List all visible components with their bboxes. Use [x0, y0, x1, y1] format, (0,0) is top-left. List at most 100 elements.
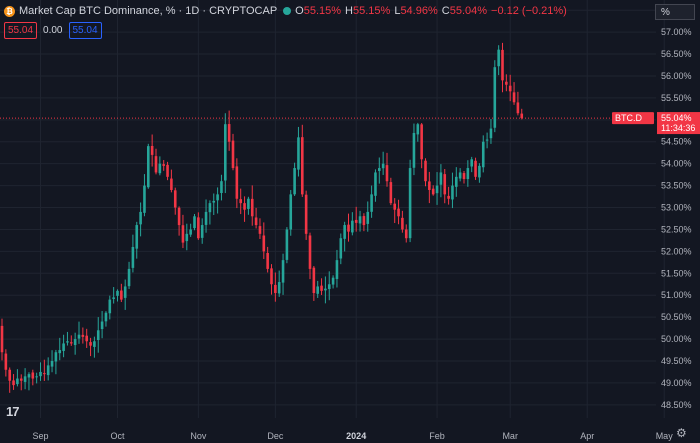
candle-body [501, 49, 504, 81]
candle-body [416, 124, 420, 135]
candle-body [250, 198, 254, 217]
y-tick-label: 55.50% [661, 93, 692, 103]
candle-body [397, 208, 400, 217]
candle-body [39, 371, 42, 377]
y-axis[interactable]: 48.50% 49.00% 49.50% 50.00% 50.50% 51.00% 51.5… [661, 5, 692, 410]
candle-body [258, 226, 262, 234]
price-tag-countdown: 11:34:36 [661, 123, 695, 133]
candle-body [316, 286, 319, 294]
candle-body [127, 268, 131, 287]
candle-body [12, 380, 15, 386]
candle-body [58, 350, 62, 354]
candle-body [331, 277, 335, 285]
candle-body [297, 137, 300, 170]
candle-body [166, 164, 169, 177]
candle-body [308, 235, 312, 269]
y-tick-label: 48.50% [661, 400, 692, 410]
candle-body [520, 113, 524, 119]
candle-body [239, 199, 242, 204]
candle-body [247, 198, 250, 209]
candle-body [435, 185, 439, 194]
candle-body [451, 185, 454, 200]
candle-body [35, 376, 38, 378]
y-tick-label: 54.50% [661, 137, 692, 147]
price-tag-value-bg [657, 112, 700, 135]
symbol-title[interactable]: Market Cap BTC Dominance, % · 1D · CRYPT… [19, 5, 278, 17]
x-axis[interactable]: Sep Oct Nov Dec 2024 Feb Mar Apr May [32, 431, 673, 441]
candle-body [474, 160, 477, 177]
candle-body [62, 343, 65, 351]
candles [0, 42, 524, 393]
candle-body [100, 321, 104, 330]
candle-body [231, 140, 235, 169]
candle-body [274, 284, 277, 294]
price-tag-label: BTC.D [615, 113, 643, 123]
y-tick-label: 50.00% [661, 334, 692, 344]
candle-body [200, 225, 204, 238]
percent-scale-button[interactable]: % [655, 4, 695, 20]
candle-body [281, 260, 285, 283]
y-tick-label: 52.00% [661, 246, 692, 256]
candle-body [447, 195, 450, 199]
candle-body [408, 168, 412, 239]
candle-body [135, 225, 139, 249]
settings-gear-icon[interactable]: ⚙ [676, 426, 687, 440]
candle-body [147, 146, 150, 188]
candle-body [96, 330, 100, 341]
candle-body [123, 286, 127, 298]
y-tick-label: 53.00% [661, 203, 692, 213]
candle-body [320, 285, 323, 291]
y-tick-label: 49.00% [661, 378, 692, 388]
candle-body [270, 268, 273, 285]
candle-body [443, 174, 447, 195]
candle-body [227, 124, 231, 142]
y-tick-label: 56.50% [661, 49, 692, 59]
candle-body [324, 288, 327, 291]
candle-body [458, 172, 462, 179]
high-value: 55.15% [353, 5, 391, 17]
x-tick-label: Apr [580, 431, 594, 441]
candle-body [70, 342, 73, 344]
candle-body [120, 290, 123, 300]
candle-body [374, 172, 377, 196]
candle-body [301, 137, 304, 195]
open-value: 55.15% [303, 5, 342, 17]
candle-body [347, 224, 350, 232]
value-box-red: 55.04 [4, 22, 38, 39]
candle-body [108, 299, 112, 314]
candle-body [235, 166, 239, 199]
y-tick-label: 52.50% [661, 224, 692, 234]
candle-body [489, 128, 493, 139]
close-value: 55.04% [449, 5, 488, 17]
candle-body [31, 372, 35, 379]
candle-body [428, 181, 431, 190]
y-tick-label: 56.00% [661, 71, 692, 81]
change-value: −0.12 (−0.21%) [491, 5, 567, 17]
close-label: C [441, 5, 450, 17]
candle-body [185, 233, 189, 242]
y-tick-label: 51.50% [661, 268, 692, 278]
candle-body [8, 369, 11, 381]
candle-body [351, 220, 354, 233]
candle-body [189, 229, 192, 235]
candle-body [455, 176, 458, 187]
low-label: L [394, 5, 401, 17]
candle-body [385, 165, 389, 182]
tradingview-logo[interactable]: 17 [6, 404, 20, 419]
candle-body [116, 290, 119, 296]
candle-body [404, 229, 408, 239]
candle-body [497, 49, 500, 67]
candle-body [485, 139, 489, 141]
x-tick-label: May [656, 431, 674, 441]
candle-body [66, 341, 69, 343]
status-dot-icon [283, 7, 292, 15]
candle-body [335, 260, 339, 279]
candle-body [505, 81, 508, 85]
candle-body [158, 163, 162, 174]
candle-body [54, 352, 58, 362]
candle-body [104, 312, 108, 322]
candle-body [139, 211, 142, 225]
candle-body [516, 102, 520, 114]
